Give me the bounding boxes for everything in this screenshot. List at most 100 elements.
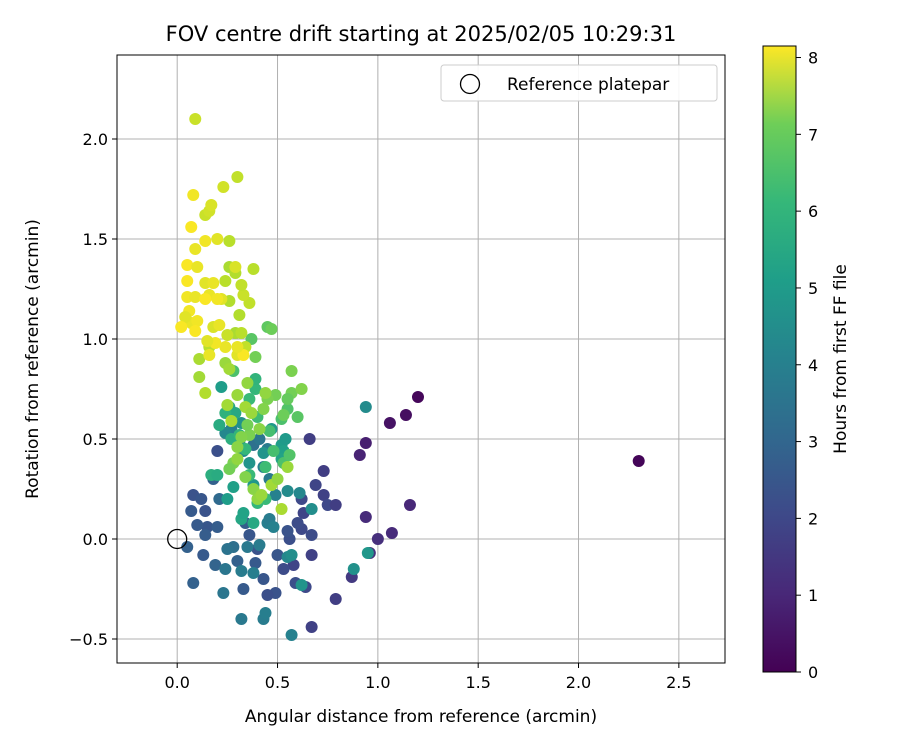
y-tick-label: 1.0 <box>83 330 108 349</box>
data-point <box>229 261 242 273</box>
data-point <box>361 547 374 559</box>
data-point <box>201 335 214 347</box>
data-point <box>235 613 248 625</box>
data-point <box>193 353 206 365</box>
data-point <box>303 433 316 445</box>
data-point <box>305 503 318 515</box>
data-point <box>275 503 288 515</box>
data-point <box>215 381 228 393</box>
data-point <box>257 573 270 585</box>
data-point <box>632 455 645 467</box>
data-point <box>253 539 266 551</box>
data-point <box>231 171 244 183</box>
data-point <box>317 489 330 501</box>
data-point <box>225 415 238 427</box>
data-point <box>241 541 254 553</box>
data-point <box>383 417 396 429</box>
legend: Reference platepar <box>440 64 718 102</box>
y-tick-label: 0.5 <box>83 430 108 449</box>
data-point <box>243 457 256 469</box>
colorbar-tick-label: 1 <box>808 586 818 605</box>
data-point <box>359 511 372 523</box>
data-point <box>217 181 230 193</box>
data-point <box>247 517 260 529</box>
data-point <box>295 383 308 395</box>
data-point <box>223 463 236 475</box>
data-point <box>241 377 254 389</box>
x-axis-ticks: 0.0 0.5 1.0 1.5 2.0 2.5 <box>164 663 692 692</box>
data-point <box>221 543 234 555</box>
data-point <box>213 319 226 331</box>
colorbar-tick-label: 7 <box>808 125 818 144</box>
data-point <box>255 489 268 501</box>
data-point <box>189 113 202 125</box>
data-point <box>243 529 256 541</box>
data-point <box>309 479 322 491</box>
data-point <box>371 533 384 545</box>
data-point <box>411 391 424 403</box>
data-point <box>219 275 232 287</box>
scatter-points <box>167 113 645 641</box>
data-point <box>235 431 248 443</box>
data-point <box>191 519 204 531</box>
data-point <box>223 235 236 247</box>
data-point <box>253 433 266 445</box>
data-point <box>211 521 224 533</box>
data-point <box>399 409 412 421</box>
data-point <box>269 489 282 501</box>
data-point <box>403 499 416 511</box>
data-point <box>223 363 236 375</box>
data-point <box>279 433 292 445</box>
data-point <box>181 275 194 287</box>
chart-title: FOV centre drift starting at 2025/02/05 … <box>166 22 677 46</box>
data-point <box>231 341 244 353</box>
data-point <box>199 505 212 517</box>
data-point <box>189 291 202 303</box>
data-point <box>185 505 198 517</box>
data-point <box>277 563 290 575</box>
data-point <box>221 493 234 505</box>
colorbar-tick-label: 2 <box>808 509 818 528</box>
data-point <box>195 493 208 505</box>
data-point <box>193 371 206 383</box>
data-point <box>265 323 278 335</box>
legend-marker-reference <box>459 73 481 95</box>
data-point <box>203 349 216 361</box>
data-point <box>187 189 200 201</box>
data-point <box>199 529 212 541</box>
data-point <box>237 507 250 519</box>
colorbar-tick-label: 5 <box>808 279 818 298</box>
data-point <box>207 277 220 289</box>
data-point <box>267 521 280 533</box>
data-point <box>271 473 284 485</box>
data-point <box>385 527 398 539</box>
y-tick-label: 2.0 <box>83 130 108 149</box>
data-point <box>291 517 304 529</box>
data-point <box>259 387 272 399</box>
data-point <box>353 449 366 461</box>
data-point <box>211 233 224 245</box>
x-tick-label: 1.5 <box>465 673 490 692</box>
data-point <box>235 279 248 291</box>
data-point <box>227 481 240 493</box>
colorbar: 0 1 2 3 4 5 6 7 8 Hours from first FF file <box>762 45 851 682</box>
data-point <box>231 389 244 401</box>
data-point <box>237 289 250 301</box>
data-point <box>249 351 262 363</box>
data-point <box>209 559 222 571</box>
data-point <box>235 565 248 577</box>
colorbar-tick-label: 6 <box>808 202 818 221</box>
data-point <box>267 445 280 457</box>
data-point <box>205 199 218 211</box>
reference-platepar-marker <box>167 528 188 550</box>
x-tick-label: 2.5 <box>666 673 691 692</box>
y-tick-label: −0.5 <box>69 630 108 649</box>
data-point <box>249 557 262 569</box>
data-point <box>281 393 294 405</box>
data-point <box>237 583 250 595</box>
colorbar-tick-label: 3 <box>808 433 818 452</box>
data-point <box>199 387 212 399</box>
data-point <box>191 261 204 273</box>
data-point <box>197 549 210 561</box>
colorbar-tick-label: 4 <box>808 356 818 375</box>
